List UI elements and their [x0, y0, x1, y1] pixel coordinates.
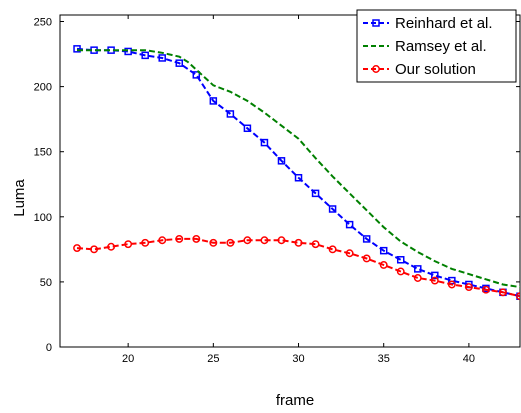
series-2 — [77, 49, 520, 289]
x-tick-label: 40 — [463, 353, 475, 365]
data-point — [260, 236, 269, 245]
y-tick-label: 50 — [40, 277, 52, 289]
y-tick-label: 100 — [34, 212, 52, 224]
data-point — [414, 265, 422, 273]
data-point — [499, 288, 507, 297]
data-point — [192, 234, 201, 243]
data-point — [124, 240, 133, 249]
series-1 — [73, 45, 520, 300]
data-point — [73, 244, 81, 253]
data-point — [447, 280, 456, 289]
data-point — [158, 54, 166, 62]
data-point — [158, 236, 167, 245]
axes-frame — [59, 14, 521, 348]
data-point — [345, 220, 354, 229]
data-point — [481, 285, 490, 294]
legend-label: Reinhard et al. — [395, 15, 493, 32]
data-point — [328, 205, 337, 213]
data-point — [464, 283, 473, 292]
data-point — [379, 261, 388, 269]
data-point — [328, 245, 337, 254]
data-point — [413, 274, 422, 282]
data-point — [430, 276, 439, 285]
data-point — [226, 238, 235, 247]
data-point — [516, 292, 520, 301]
data-point — [277, 236, 286, 245]
y-tick-label: 0 — [46, 342, 52, 354]
data-point — [107, 242, 116, 251]
data-point — [243, 236, 252, 245]
series-line — [76, 47, 520, 298]
data-point — [73, 45, 81, 53]
data-point — [362, 254, 371, 263]
data-point — [175, 59, 184, 67]
series-3 — [73, 234, 520, 301]
data-point — [294, 173, 303, 182]
data-point — [260, 138, 269, 147]
legend-label: Ramsey et al. — [395, 38, 487, 55]
data-point — [90, 245, 99, 254]
x-axis-label: frame — [276, 392, 314, 409]
legend: Reinhard et al. Ramsey et al. Our solution — [356, 9, 517, 83]
data-point — [243, 124, 252, 133]
data-point — [431, 271, 439, 280]
data-point — [379, 246, 388, 255]
data-point — [141, 238, 150, 247]
data-point — [141, 51, 149, 60]
data-point — [396, 267, 405, 276]
legend-marker — [372, 19, 380, 27]
x-tick-label: 20 — [122, 353, 134, 365]
data-point — [362, 235, 371, 243]
plot-area: 20 25 30 35 40 0 50 100 150 200 250 — [34, 14, 521, 365]
data-point — [311, 240, 320, 249]
data-point — [175, 234, 184, 243]
legend-label: Our solution — [395, 61, 476, 78]
data-point — [209, 238, 218, 247]
data-point — [209, 97, 218, 105]
y-tick-label: 200 — [34, 82, 52, 94]
data-point — [226, 110, 235, 118]
y-tick-label: 150 — [34, 147, 52, 159]
x-tick-label: 35 — [378, 353, 390, 365]
data-point — [396, 256, 405, 264]
x-tick-label: 30 — [292, 353, 304, 365]
data-point — [277, 157, 286, 165]
data-point — [345, 249, 354, 258]
legend-marker — [372, 65, 380, 73]
y-axis-label: Luma — [11, 179, 28, 217]
data-point — [192, 71, 201, 79]
series-line — [77, 49, 520, 289]
data-point — [294, 238, 303, 247]
x-tick-label: 25 — [207, 353, 219, 365]
data-point — [124, 47, 132, 56]
data-point — [311, 189, 320, 198]
y-tick-label: 250 — [34, 17, 52, 29]
series-line — [76, 237, 520, 298]
